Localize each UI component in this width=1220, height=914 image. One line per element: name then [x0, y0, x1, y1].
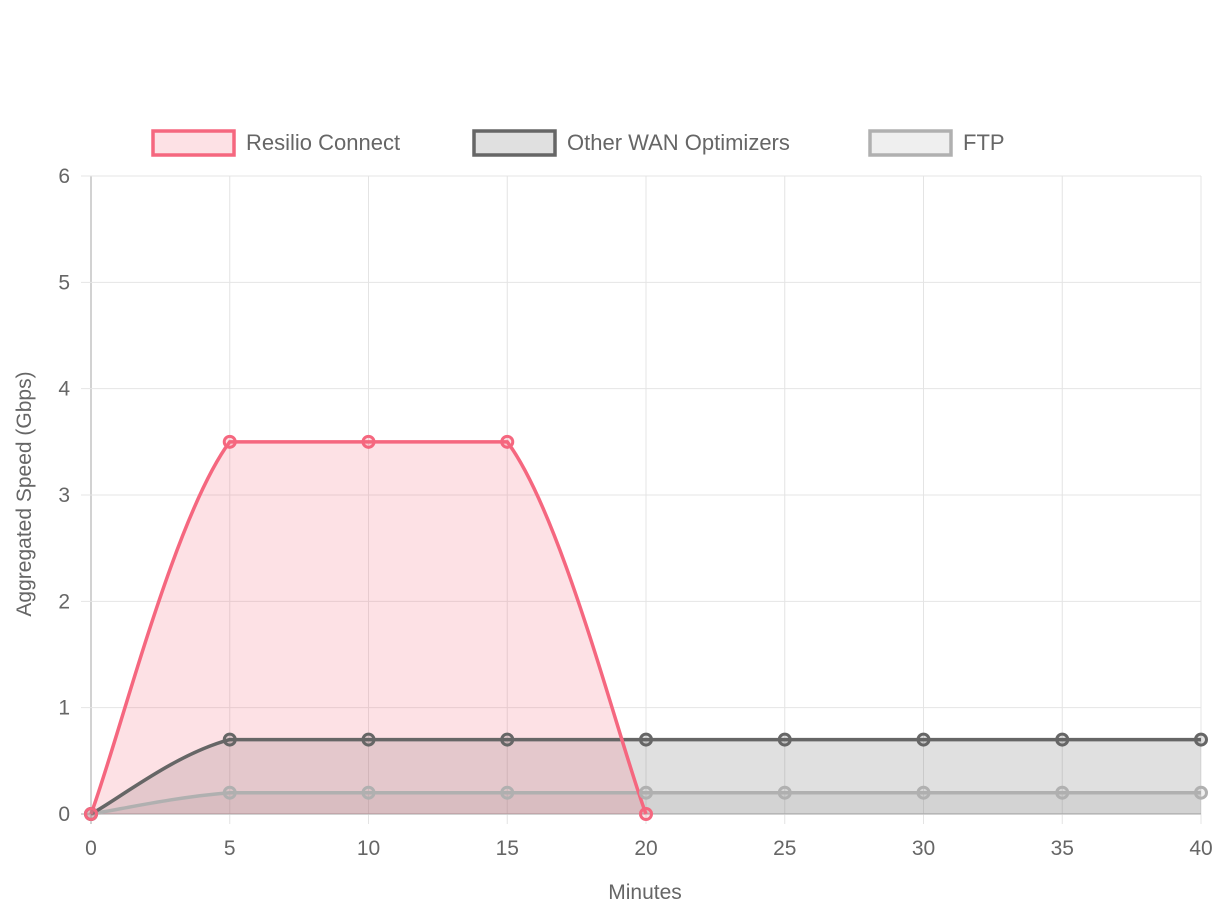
x-tick-label: 35	[1051, 837, 1074, 860]
x-tick-label: 10	[357, 837, 380, 860]
data-point[interactable]	[916, 785, 931, 800]
legend-label: FTP	[963, 130, 1005, 155]
data-point[interactable]	[777, 785, 792, 800]
x-tick-label: 5	[224, 837, 236, 860]
data-point[interactable]	[361, 785, 376, 800]
legend-swatch	[472, 129, 557, 157]
data-point[interactable]	[639, 732, 653, 747]
y-axis-ticks: 0 1 2 3 4 5 6	[58, 165, 70, 826]
legend-label: Resilio Connect	[246, 130, 400, 155]
data-point[interactable]	[1194, 785, 1208, 800]
data-point[interactable]	[500, 434, 515, 449]
data-point[interactable]	[500, 785, 515, 800]
y-tick-label: 6	[58, 165, 70, 188]
x-tick-label: 20	[634, 837, 657, 860]
y-axis-title: Aggregated Speed (Gbps)	[13, 371, 36, 616]
data-point[interactable]	[639, 785, 653, 800]
legend: Resilio Connect Other WAN Optimizers FTP	[151, 129, 1005, 157]
x-tick-label: 30	[912, 837, 935, 860]
series-line-2	[90, 790, 1201, 816]
y-tick-label: 4	[58, 378, 70, 401]
data-point[interactable]	[222, 732, 237, 747]
series-points	[84, 434, 1208, 821]
x-tick-label: 0	[85, 837, 97, 860]
series-area-0	[91, 441, 646, 814]
data-point[interactable]	[361, 732, 376, 747]
y-tick-label: 5	[58, 271, 70, 294]
data-point[interactable]	[916, 732, 931, 747]
data-point[interactable]	[639, 807, 653, 821]
x-axis-title: Minutes	[608, 881, 682, 904]
legend-swatch	[151, 129, 236, 157]
legend-label: Other WAN Optimizers	[567, 130, 790, 155]
x-axis-ticks: 0 5 10 15 20 25 30 35 40	[85, 837, 1213, 860]
series-line-0	[89, 440, 648, 815]
data-point[interactable]	[777, 732, 792, 747]
legend-item[interactable]: Other WAN Optimizers	[472, 129, 790, 157]
data-point[interactable]	[222, 785, 237, 800]
grid-lines	[81, 175, 1202, 824]
data-point[interactable]	[1055, 785, 1070, 800]
legend-item[interactable]: Resilio Connect	[151, 129, 400, 157]
legend-item[interactable]: FTP	[868, 129, 1005, 157]
x-tick-label: 25	[773, 837, 796, 860]
y-tick-label: 0	[58, 803, 70, 826]
data-point[interactable]	[361, 434, 376, 449]
series-lines	[89, 440, 1201, 816]
y-tick-label: 1	[58, 697, 70, 720]
data-point[interactable]	[222, 434, 237, 449]
series-line-1	[90, 737, 1201, 816]
data-point[interactable]	[84, 807, 98, 821]
series-area-1	[91, 739, 1201, 814]
legend-swatch	[868, 129, 953, 157]
y-tick-label: 2	[58, 590, 70, 613]
y-tick-label: 3	[58, 484, 70, 507]
data-point[interactable]	[500, 732, 515, 747]
x-tick-label: 40	[1189, 837, 1212, 860]
data-point[interactable]	[1055, 732, 1070, 747]
data-point[interactable]	[1194, 732, 1208, 747]
x-tick-label: 15	[496, 837, 519, 860]
